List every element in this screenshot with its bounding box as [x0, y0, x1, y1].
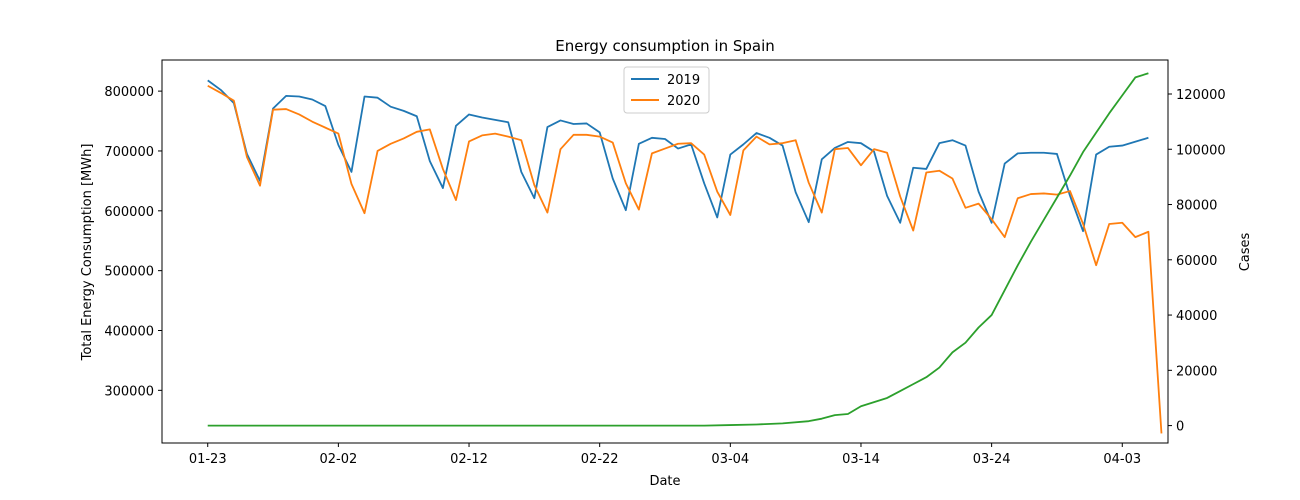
y2-tick-label: 20000 — [1176, 364, 1217, 379]
series-layer — [207, 72, 1163, 434]
y-tick-label: 700000 — [104, 145, 154, 160]
y2-tick-label: 100000 — [1176, 143, 1226, 158]
x-axis: 01-23 02-02 02-12 02-22 03-04 03-14 03-24 04-03 — [189, 443, 1141, 467]
legend: 2019 2020 — [623, 66, 710, 114]
x-tick-label: 02-02 — [319, 452, 357, 467]
series-line-2019 — [207, 79, 1149, 233]
x-tick-label: 04-03 — [1103, 452, 1141, 467]
y-tick-label: 500000 — [104, 265, 154, 280]
chart-title: Energy consumption in Spain — [555, 37, 775, 55]
series-line-cases — [207, 72, 1149, 427]
y-tick-label: 300000 — [104, 384, 154, 399]
y2-axis-title: Cases — [1238, 232, 1253, 271]
x-tick-label: 02-12 — [450, 452, 488, 467]
series-line-2020 — [207, 84, 1163, 434]
y-axis-title: Total Energy Consumption [MWh] — [80, 144, 95, 362]
y-tick-label: 400000 — [104, 324, 154, 339]
x-tick-label: 03-14 — [842, 452, 880, 467]
y2-tick-label: 60000 — [1176, 254, 1217, 269]
x-tick-label: 01-23 — [189, 452, 227, 467]
y2-tick-label: 40000 — [1176, 309, 1217, 324]
x-tick-label: 02-22 — [581, 452, 619, 467]
x-tick-label: 03-04 — [711, 452, 749, 467]
y2-tick-label: 120000 — [1176, 88, 1226, 103]
y2-tick-label: 0 — [1176, 420, 1184, 435]
y-axis-left: 300000 400000 500000 600000 700000 800000 — [104, 85, 162, 399]
x-axis-title: Date — [649, 474, 680, 489]
y-axis-right: 0 20000 40000 60000 80000 100000 120000 — [1168, 88, 1226, 435]
legend-label-2020: 2020 — [667, 94, 700, 109]
legend-label-2019: 2019 — [667, 73, 700, 88]
plot-frame — [161, 59, 1169, 444]
y2-tick-label: 80000 — [1176, 199, 1217, 214]
x-tick-label: 03-24 — [973, 452, 1011, 467]
y-tick-label: 800000 — [104, 85, 154, 100]
y-tick-label: 600000 — [104, 205, 154, 220]
